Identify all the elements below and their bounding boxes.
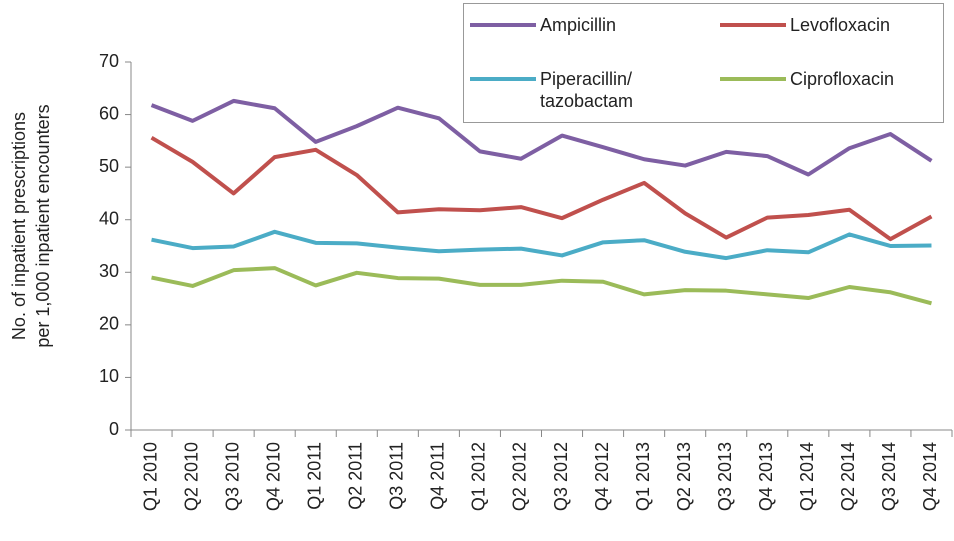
x-tick-label: Q3 2014 <box>879 442 899 511</box>
legend-label: Ciprofloxacin <box>790 69 895 89</box>
x-tick-label: Q1 2014 <box>797 442 817 511</box>
y-axis-label: No. of inpatient prescriptions <box>9 112 29 340</box>
x-tick-label: Q2 2012 <box>510 442 530 511</box>
legend-label: Ampicillin <box>540 15 617 35</box>
y-tick-label: 40 <box>99 208 119 228</box>
y-tick-label: 10 <box>99 366 119 386</box>
x-tick-label: Q4 2013 <box>756 442 776 511</box>
x-tick-label: Q4 2011 <box>428 442 448 510</box>
x-tick-label: Q1 2012 <box>469 442 489 511</box>
x-tick-label: Q1 2010 <box>140 442 160 511</box>
legend-swatch <box>720 77 786 81</box>
legend-entry: Levofloxacin <box>720 14 940 36</box>
y-axis-label: per 1,000 inpatient encounters <box>33 104 53 347</box>
series-line <box>150 135 933 242</box>
legend-entry: Ampicillin <box>470 14 690 36</box>
y-tick-label: 50 <box>99 156 119 176</box>
x-tick-label: Q3 2013 <box>715 442 735 511</box>
x-tick-label: Q3 2012 <box>551 442 571 511</box>
x-tick-label: Q2 2010 <box>181 442 201 511</box>
x-tick-label: Q1 2011 <box>304 442 324 510</box>
y-tick-label: 30 <box>99 261 119 281</box>
legend-entry: Ciprofloxacin <box>720 68 940 90</box>
legend: Ampicillin Levofloxacin Piperacillin/ tazo… <box>463 3 944 123</box>
x-tick-label: Q2 2014 <box>838 442 858 511</box>
x-tick-label: Q2 2013 <box>674 442 694 511</box>
series-line <box>150 98 933 177</box>
y-tick-label: 60 <box>99 103 119 123</box>
x-tick-label: Q3 2010 <box>222 442 242 511</box>
x-tick-label: Q4 2012 <box>592 442 612 511</box>
y-tick-label: 70 <box>99 51 119 71</box>
x-tick-label: Q2 2011 <box>346 442 366 510</box>
series-line <box>151 266 932 306</box>
legend-label: Piperacillin/ tazobactam <box>540 69 634 111</box>
legend-swatch <box>470 23 536 27</box>
x-tick-label: Q4 2014 <box>920 442 940 511</box>
legend-swatch <box>470 77 536 81</box>
x-tick-label: Q1 2013 <box>633 442 653 511</box>
x-tick-label: Q4 2010 <box>263 442 283 511</box>
legend-entry: Piperacillin/ tazobactam <box>470 68 690 112</box>
legend-label: Levofloxacin <box>790 15 891 35</box>
series-line <box>151 229 932 261</box>
legend-swatch <box>720 23 786 27</box>
x-tick-label: Q3 2011 <box>387 442 407 510</box>
y-tick-label: 20 <box>99 314 119 334</box>
y-tick-label: 0 <box>109 419 119 439</box>
